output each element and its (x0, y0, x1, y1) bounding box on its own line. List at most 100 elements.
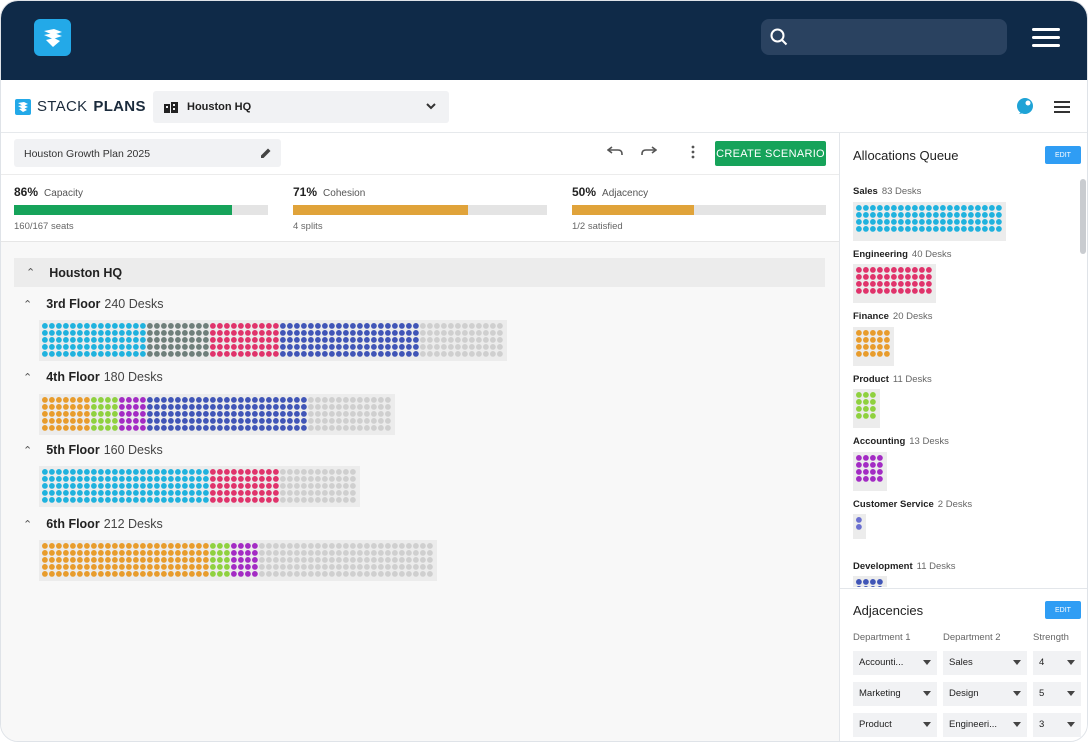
redo-icon[interactable] (641, 145, 657, 157)
desk-dot (280, 411, 286, 417)
company-logo-icon[interactable] (34, 19, 71, 56)
queue-edit-button[interactable]: EDIT (1045, 146, 1081, 164)
queue-item-engineering[interactable]: Engineering 40 Desks (853, 249, 952, 260)
floor-desk-grid-5th[interactable] (39, 466, 360, 507)
adj-dept2-select[interactable]: Design (943, 682, 1027, 706)
desk-dot (856, 586, 862, 587)
desk-dot (273, 330, 279, 336)
collapse-icon[interactable]: ⌃ (23, 519, 33, 531)
desk-dot (231, 404, 237, 410)
floor-row-4th[interactable]: ⌃ 4th Floor 180 Desks (23, 370, 163, 384)
desk-dot (483, 330, 489, 336)
global-search-input[interactable] (761, 19, 1007, 55)
desk-dot (91, 404, 97, 410)
chat-bubble-icon[interactable] (1016, 97, 1034, 115)
desk-dot (91, 411, 97, 417)
queue-desk-dots-finance[interactable] (853, 327, 894, 366)
adj-dept1-select[interactable]: Marketing (853, 682, 937, 706)
queue-item-accounting[interactable]: Accounting 13 Desks (853, 436, 949, 447)
floor-desk-grid-3rd[interactable] (39, 320, 507, 361)
queue-item-customer-service[interactable]: Customer Service 2 Desks (853, 499, 972, 510)
more-options-icon[interactable] (691, 145, 695, 159)
queue-item-finance[interactable]: Finance 20 Desks (853, 311, 933, 322)
desk-dot (870, 406, 876, 412)
queue-desk-dots-product[interactable] (853, 389, 880, 428)
desk-dot (940, 212, 946, 218)
desk-dot (448, 351, 454, 357)
desk-dot (863, 330, 869, 336)
main-menu-icon[interactable] (1032, 28, 1060, 48)
desk-dot (231, 476, 237, 482)
desk-dot (490, 344, 496, 350)
desk-dot (350, 550, 356, 556)
undo-icon[interactable] (607, 145, 623, 157)
queue-desk-dots-accounting[interactable] (853, 452, 887, 491)
create-scenario-button[interactable]: CREATE SCENARIO (715, 141, 826, 166)
floor-desk-grid-6th[interactable] (39, 540, 437, 581)
queue-desk-dots-customer-service[interactable] (853, 514, 866, 539)
desk-dot (217, 397, 223, 403)
pencil-edit-icon[interactable] (260, 147, 272, 159)
collapse-icon[interactable]: ⌃ (26, 267, 36, 279)
plan-name-field[interactable]: Houston Growth Plan 2025 (14, 139, 281, 167)
metric-subtext: 1/2 satisfied (572, 221, 623, 232)
desk-dot (70, 497, 76, 503)
desk-dot (105, 564, 111, 570)
floor-desk-grid-4th[interactable] (39, 394, 395, 435)
desk-dot (427, 543, 433, 549)
desk-dot (56, 425, 62, 431)
queue-desk-dots-development[interactable] (853, 576, 887, 587)
adj-dept1-select[interactable]: Accounti... (853, 651, 937, 675)
collapse-icon[interactable]: ⌃ (23, 445, 33, 457)
desk-dot (926, 274, 932, 280)
desk-dot (919, 281, 925, 287)
desk-dot (905, 212, 911, 218)
queue-scrollbar[interactable] (1080, 179, 1086, 254)
desk-dot (210, 550, 216, 556)
desk-dot (357, 571, 363, 577)
desk-dot (329, 564, 335, 570)
desk-dot (175, 483, 181, 489)
desk-dot (189, 330, 195, 336)
desk-dot (56, 469, 62, 475)
collapse-icon[interactable]: ⌃ (23, 299, 33, 311)
floor-row-5th[interactable]: ⌃ 5th Floor 160 Desks (23, 443, 163, 457)
adjacencies-edit-button[interactable]: EDIT (1045, 601, 1081, 619)
desk-dot (119, 337, 125, 343)
adj-strength-select[interactable]: 4 (1033, 651, 1081, 675)
desk-dot (385, 404, 391, 410)
adj-dept2-select[interactable]: Engineeri... (943, 713, 1027, 737)
desk-dot (217, 418, 223, 424)
floor-row-6th[interactable]: ⌃ 6th Floor 212 Desks (23, 517, 163, 531)
adj-dept2-select[interactable]: Sales (943, 651, 1027, 675)
desk-dot (406, 330, 412, 336)
desk-dot (420, 564, 426, 570)
building-dropdown[interactable]: Houston HQ (153, 91, 449, 123)
queue-desk-dots-engineering[interactable] (853, 264, 936, 303)
desk-dot (147, 418, 153, 424)
dropdown-arrow-icon (923, 691, 931, 696)
adj-strength-select[interactable]: 5 (1033, 682, 1081, 706)
adj-dept1-select[interactable]: Product (853, 713, 937, 737)
adj-strength-select[interactable]: 3 (1033, 713, 1081, 737)
desk-dot (350, 490, 356, 496)
desk-dot (975, 205, 981, 211)
building-section-header[interactable]: ⌃ Houston HQ (14, 258, 825, 287)
desk-dot (329, 323, 335, 329)
desk-dot (350, 476, 356, 482)
desk-dot (105, 418, 111, 424)
collapse-icon[interactable]: ⌃ (23, 372, 33, 384)
app-menu-icon[interactable] (1054, 101, 1070, 116)
desk-dot (189, 469, 195, 475)
desk-dot (350, 497, 356, 503)
desk-dot (490, 330, 496, 336)
queue-desk-dots-sales[interactable] (853, 202, 1006, 241)
desk-dot (84, 543, 90, 549)
queue-item-product[interactable]: Product 11 Desks (853, 374, 932, 385)
desk-dot (70, 483, 76, 489)
queue-item-development[interactable]: Development 11 Desks (853, 561, 956, 572)
floor-row-3rd[interactable]: ⌃ 3rd Floor 240 Desks (23, 297, 163, 311)
desk-dot (870, 274, 876, 280)
desk-dot (231, 425, 237, 431)
queue-item-sales[interactable]: Sales 83 Desks (853, 186, 921, 197)
